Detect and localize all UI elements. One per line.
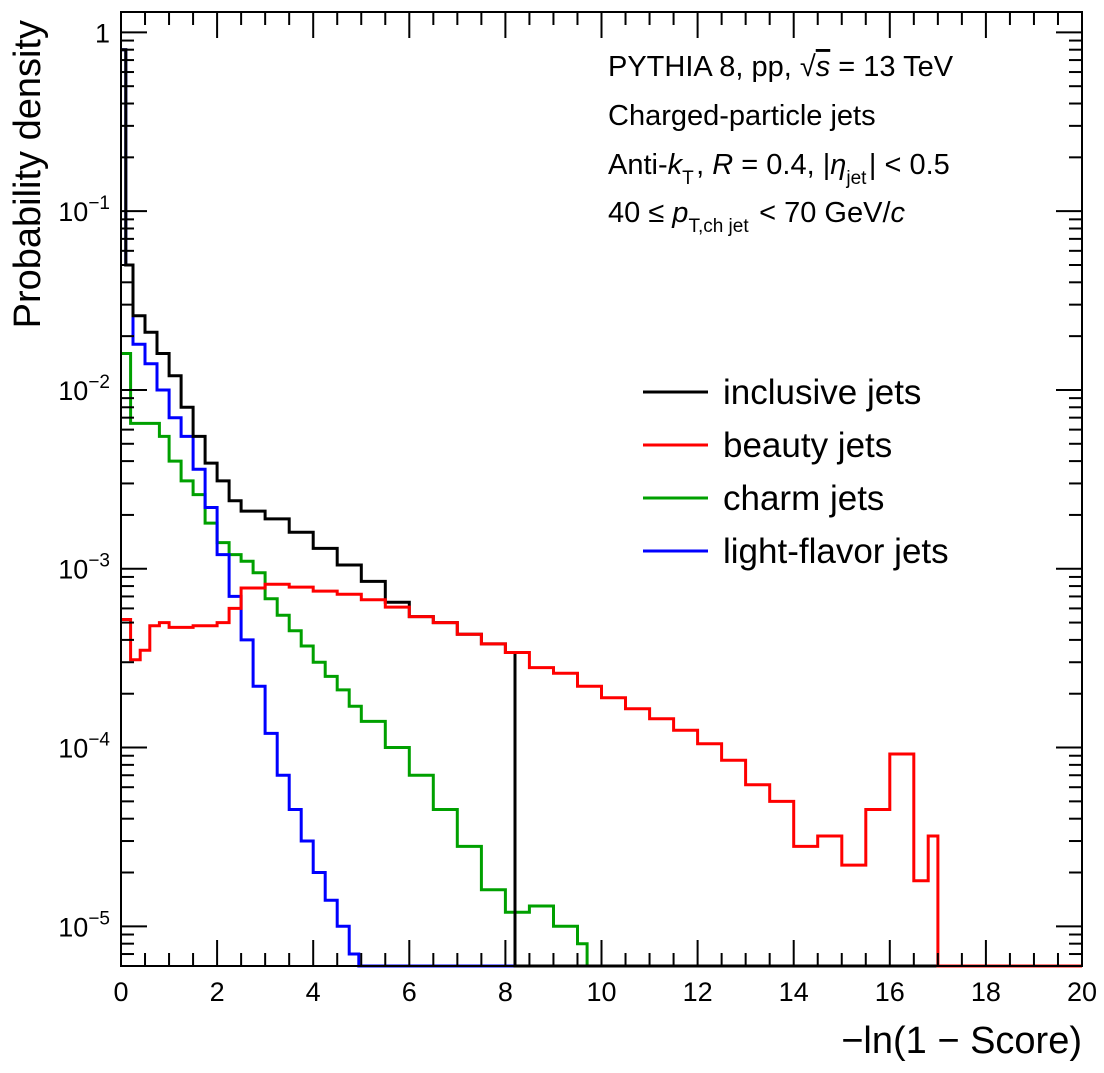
y-axis-title: Probability density [7,20,49,328]
x-axis-ticks: 0 2 4 6 8 10 12 14 16 18 20 [113,12,1097,1007]
annotation-line-2: Charged-particle jets [608,100,876,132]
x-tick-label: 18 [971,977,1001,1007]
series-line-charm-jets [121,352,1082,968]
x-tick-label: 8 [498,977,513,1007]
series-line-light-flavor-jets [121,48,1082,968]
x-tick-label: 12 [683,977,713,1007]
y-tick-label: 10−1 [58,193,110,227]
series-line-beauty-jets [121,582,1082,968]
x-tick-label: 14 [779,977,809,1007]
x-tick-label: 16 [875,977,905,1007]
y-tick-label: 1 [95,18,110,48]
y-axis-ticks: 110−110−210−310−410−5 [58,18,1082,967]
x-tick-label: 2 [210,977,225,1007]
x-tick-label: 6 [402,977,417,1007]
legend-label: beauty jets [723,426,892,465]
x-tick-label: 10 [586,977,616,1007]
series-layer [121,48,1082,968]
annotation-line-1: PYTHIA 8, pp, √s = 13 TeV [608,51,954,83]
x-tick-label: 20 [1067,977,1097,1007]
x-tick-label: 4 [306,977,321,1007]
legend: inclusive jets beauty jets charm jets light… [643,373,949,571]
legend-label: light-flavor jets [723,532,949,571]
legend-label: inclusive jets [723,373,921,412]
x-tick-label: 0 [113,977,128,1007]
x-axis-title: −ln(1 − Score) [841,1020,1082,1062]
y-tick-label: 10−5 [58,908,110,942]
legend-label: charm jets [723,479,884,518]
